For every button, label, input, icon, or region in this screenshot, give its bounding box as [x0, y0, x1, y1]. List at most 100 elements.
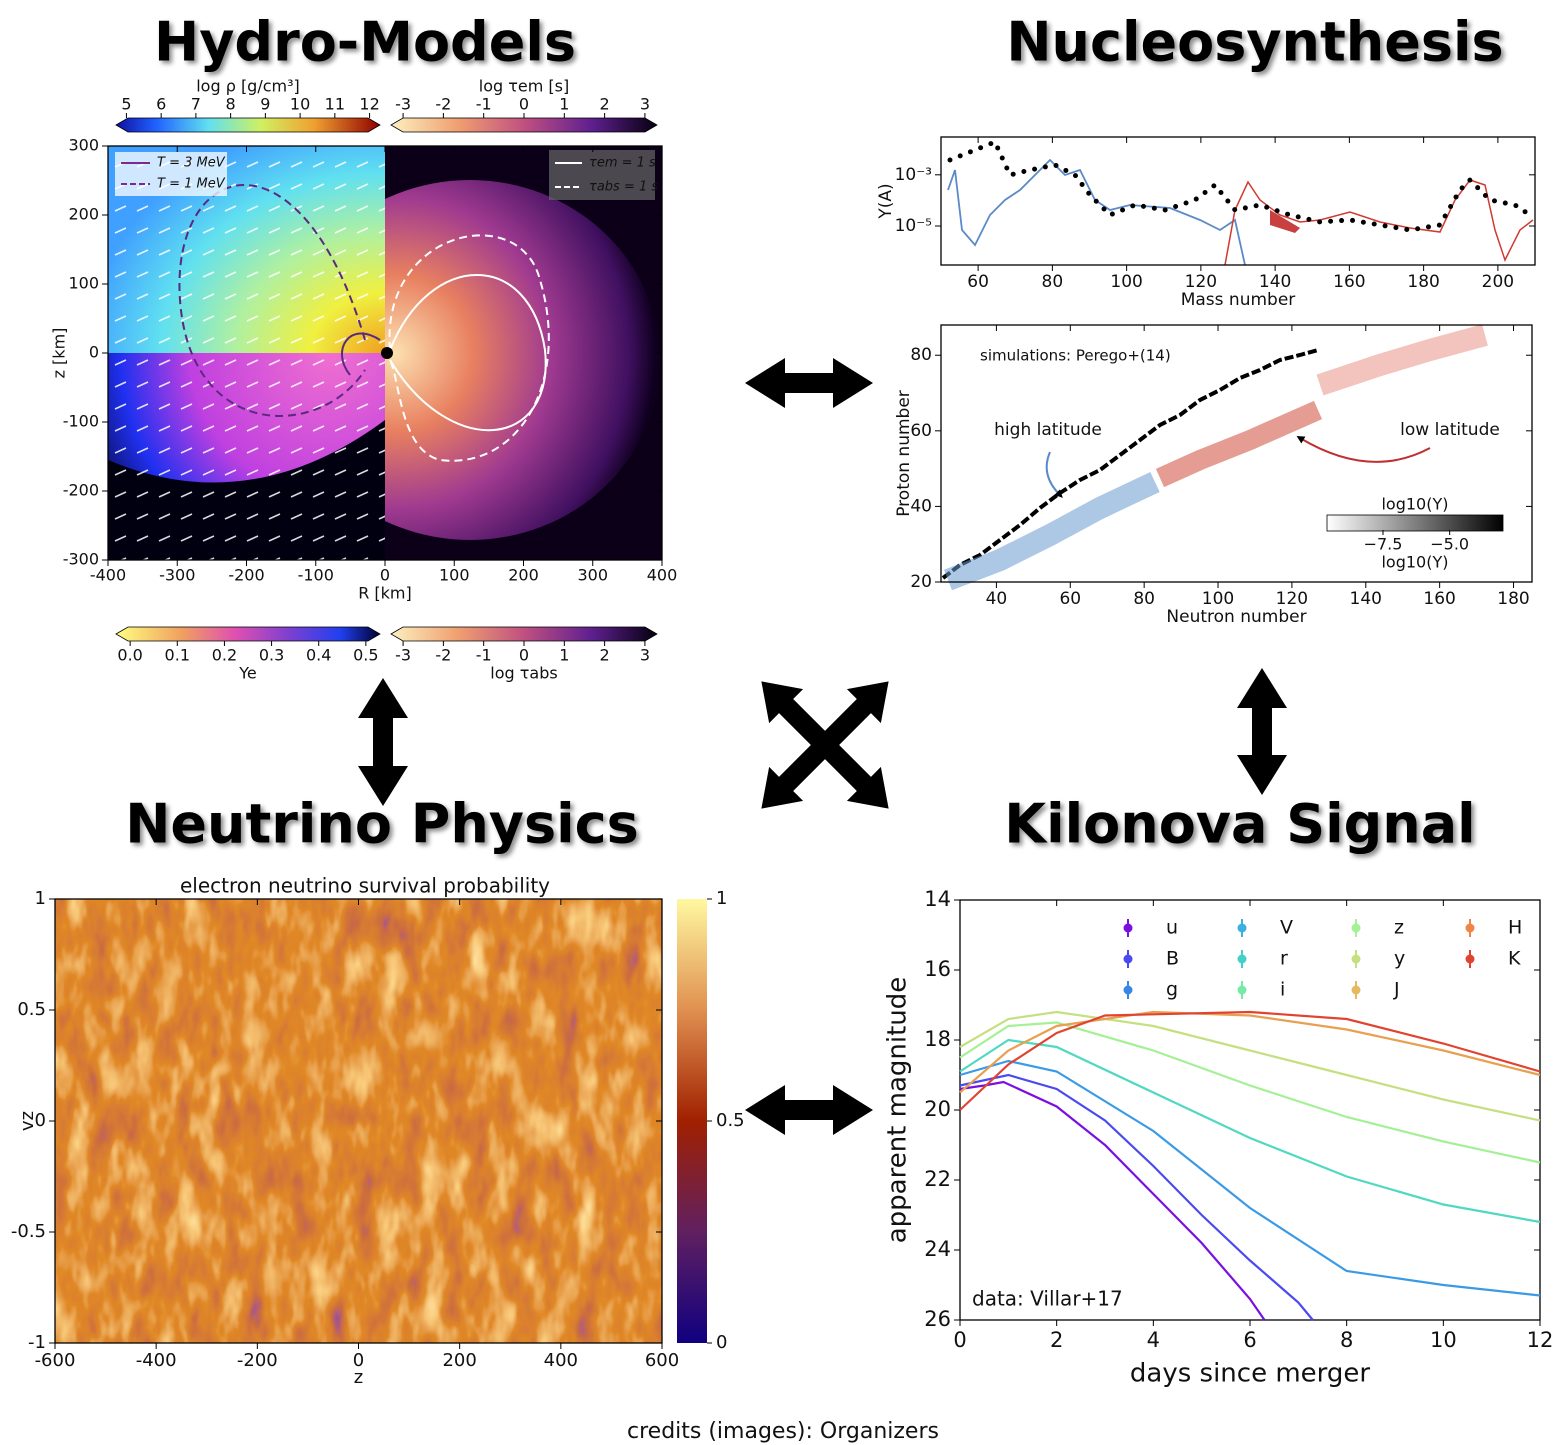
model-curve [960, 1075, 1313, 1320]
legend-entry: K [1508, 948, 1521, 970]
colorbar-label: log10(Y) [1381, 495, 1448, 514]
colorbar-tick-label: -1 [476, 95, 492, 114]
model-curve [960, 1082, 1265, 1320]
colorbar-tick-label: 2 [600, 95, 610, 114]
colorbar-tick-label: 12 [359, 95, 379, 114]
x-tick-label: 200 [442, 1350, 476, 1371]
legend-entry: τabs = 1 s [589, 180, 658, 195]
model-curve [960, 1012, 1540, 1121]
y-tick-label: 200 [68, 205, 99, 224]
colorbar-tick-label: 6 [156, 95, 166, 114]
x-tick-label: 60 [967, 272, 989, 292]
y-axis-label: z [km] [50, 328, 69, 379]
legend-marker [1466, 924, 1475, 933]
colorbar-tick-label: 11 [325, 95, 345, 114]
colorbar-tick-label: 3 [640, 646, 650, 665]
colorbar-tick-label: 0 [519, 95, 529, 114]
x-tick-label: 2 [1050, 1328, 1063, 1352]
y-tick-label: 10⁻³ [895, 165, 932, 185]
y-tick-label: -100 [63, 412, 99, 431]
legend-entry: J [1393, 979, 1400, 1001]
y-tick-label: 18 [924, 1027, 951, 1051]
x-tick-label: 200 [1482, 272, 1514, 292]
colorbar-tick-label: 0.4 [306, 646, 331, 665]
legend-entry: B [1166, 948, 1179, 970]
heading: Kilonova Signal [1004, 793, 1475, 856]
plot-frame [960, 900, 1540, 1320]
x-tick-label: 160 [1423, 589, 1455, 609]
colorbar-tick-label: 0.5 [353, 646, 378, 665]
x-tick-label: 6 [1243, 1328, 1256, 1352]
heading: Hydro-Models [154, 11, 576, 74]
x-tick-label: 80 [1133, 589, 1155, 609]
colorbar-tick-label: 7 [191, 95, 201, 114]
colorbar [677, 899, 707, 1343]
x-axis-label: Mass number [1181, 290, 1296, 310]
x-tick-label: 180 [1407, 272, 1439, 292]
x-tick-label: -600 [35, 1350, 76, 1371]
heading: Nucleosynthesis [1006, 11, 1503, 74]
colorbar [116, 627, 380, 641]
legend-entry: u [1166, 917, 1178, 939]
y-axis-label: Proton number [894, 390, 914, 517]
legend-entry: H [1508, 917, 1522, 939]
x-axis-label: Neutron number [1166, 607, 1306, 627]
x-tick-label: 200 [508, 566, 539, 585]
colorbar-tick-label: 0.3 [259, 646, 284, 665]
legend-marker [1352, 986, 1361, 995]
legend-entry: r [1280, 948, 1288, 970]
colorbar-tick-label: 0 [716, 1332, 727, 1353]
colorbar-tick-label: 1 [716, 888, 727, 909]
x-tick-label: 120 [1276, 589, 1308, 609]
legend-marker [1124, 986, 1133, 995]
legend-entry: V [1280, 917, 1293, 939]
annotation: data: Villar+17 [972, 1287, 1123, 1311]
x-tick-label: 12 [1527, 1328, 1554, 1352]
y-tick-label: 100 [68, 274, 99, 293]
y-tick-label: 24 [924, 1237, 951, 1261]
legend-entry: T = 3 MeV [157, 156, 226, 171]
colorbar-tick-label: −5.0 [1430, 535, 1469, 554]
x-tick-label: 100 [439, 566, 470, 585]
colorbar [1327, 515, 1503, 531]
colorbar-tick-label: 9 [260, 95, 270, 114]
colorbar-tick-label: -2 [435, 646, 451, 665]
x-tick-label: -400 [136, 1350, 177, 1371]
legend-entry: i [1280, 979, 1285, 1001]
y-tick-label: 300 [68, 136, 99, 155]
x-tick-label: 160 [1333, 272, 1365, 292]
x-tick-label: 120 [1185, 272, 1217, 292]
colorbar-tick-label: 1 [559, 95, 569, 114]
legend-marker [1124, 924, 1133, 933]
x-tick-label: 400 [544, 1350, 578, 1371]
y-tick-label: 20 [910, 572, 932, 592]
y-axis-label: apparent magnitude [883, 977, 913, 1244]
colorbar-tick-label: −7.5 [1364, 535, 1403, 554]
x-tick-label: 600 [645, 1350, 679, 1371]
legend-marker [1466, 955, 1475, 964]
colorbar [116, 118, 380, 132]
colorbar-tick-label: 0.0 [117, 646, 142, 665]
y-tick-label: 22 [924, 1167, 951, 1191]
annotation: simulations: Perego+(14) [980, 347, 1171, 365]
x-axis-label: R [km] [358, 584, 412, 603]
colorbar-label: Ye [238, 664, 257, 683]
colorbar-tick-label: -3 [395, 95, 411, 114]
x-tick-label: -200 [228, 566, 264, 585]
x-tick-label: 8 [1340, 1328, 1353, 1352]
y-tick-label: -0.5 [11, 1221, 46, 1242]
y-tick-label: 10⁻⁵ [895, 216, 932, 236]
y-tick-label: -300 [63, 550, 99, 569]
annotation: high latitude [994, 420, 1102, 440]
colorbar-label: log τem [s] [479, 77, 569, 96]
x-tick-label: 100 [1110, 272, 1142, 292]
poster: Hydro-Models Nucleosynthesis Neutrino Ph… [0, 0, 1556, 1445]
x-tick-label: 80 [1042, 272, 1064, 292]
colorbar-label: log10(Y) [1381, 553, 1448, 572]
y-tick-label: -200 [63, 481, 99, 500]
legend-marker [1352, 924, 1361, 933]
colorbar-tick-label: 5 [121, 95, 131, 114]
x-tick-label: 100 [1202, 589, 1234, 609]
y-tick-label: 0.5 [17, 999, 46, 1020]
x-tick-label: -300 [159, 566, 195, 585]
